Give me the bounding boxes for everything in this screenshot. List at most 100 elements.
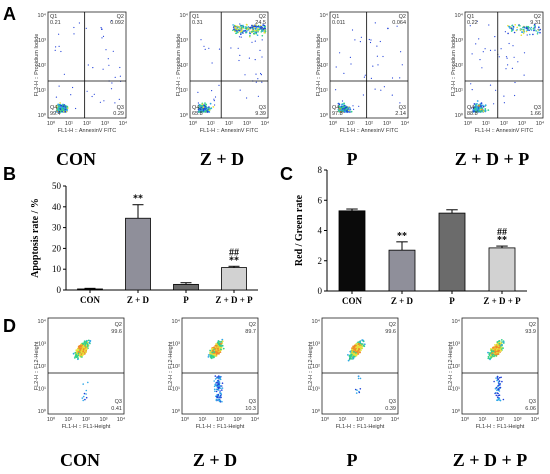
event-dot [263,24,266,27]
event-dot [354,388,357,391]
event-dot [496,396,499,399]
event-dot [213,98,215,100]
y-tick-label: 10³ [180,38,188,44]
event-dot [216,384,219,386]
event-dot [369,41,372,44]
event-dot [391,94,393,96]
event-dot [349,357,352,359]
event-dot [245,23,248,26]
quadrant-q2-label: Q2 [259,14,266,20]
event-dot [356,389,358,392]
event-dot [221,400,223,403]
event-dot [508,27,511,29]
event-dot [215,343,218,345]
x-tick-label: 10⁰ [181,416,190,423]
event-dot [511,24,513,27]
event-dot [208,111,211,113]
event-dot [102,35,105,38]
event-dot [83,392,86,395]
event-dot [353,346,356,349]
event-dot [221,387,224,389]
event-dot [254,25,257,28]
event-dot [471,89,473,91]
event-dot [521,28,523,31]
event-dot [522,32,525,35]
event-dot [244,29,246,32]
event-dot [218,375,220,377]
event-dot [537,29,540,31]
event-dot [221,389,223,391]
y-tick-label: 10³ [38,38,46,44]
event-dot [215,388,218,391]
x-tick-label: 10⁰ [189,120,198,127]
category-label: Z + D + P [215,295,253,305]
quadrant-q2-label: Q2 [249,322,256,328]
event-dot [493,346,495,349]
event-dot [494,392,496,395]
event-dot [511,67,513,69]
x-tick-label: 10⁰ [329,120,338,127]
quadrant-q1-value: 0.011 [332,20,345,26]
quadrant-q3-label: Q3 [389,399,396,405]
event-dot [214,375,217,377]
event-dot [481,104,484,107]
x-tick-label: 10¹ [207,121,215,127]
event-dot [494,36,496,38]
quadrant-q1-label: Q1 [467,14,474,20]
event-dot [476,100,479,102]
event-dot [358,391,361,394]
event-dot [219,390,221,392]
x-axis-label: FL1-H :: AnnexinV FITC [200,128,258,134]
event-dot [239,23,241,25]
event-dot [383,86,385,88]
x-tick-label: 10³ [383,121,391,127]
x-tick-label: 10³ [243,121,251,127]
x-tick-label: 10⁰ [461,416,470,423]
group-label: P [347,149,358,169]
y-tick-label: 10¹ [172,387,180,393]
event-dot [501,380,503,383]
event-dot [497,381,500,383]
event-dot [498,394,501,397]
event-dot [498,344,501,347]
event-dot [75,107,77,110]
event-dot [497,394,500,397]
x-tick-label: 10⁴ [531,416,540,423]
y-axis-label: FL2-H :: FL2-Height [308,341,314,390]
event-dot [261,39,263,41]
event-dot [522,26,524,29]
y-tick-label: 10³ [320,38,328,44]
event-dot [517,61,519,63]
event-dot [86,343,89,346]
event-dot [119,66,121,69]
quadrant-q3-value: 0.41 [111,406,122,412]
event-dot [499,399,501,401]
event-dot [263,28,265,30]
category-label: CON [342,296,363,306]
event-dot [251,41,253,43]
y-tick-label: 10⁰ [38,408,47,415]
event-dot [197,106,200,109]
event-dot [220,342,222,345]
event-dot [239,89,241,91]
event-dot [524,26,526,28]
event-dot [58,109,61,112]
event-dot [217,347,219,350]
event-dot [83,350,86,352]
event-dot [348,106,351,109]
y-tick-label: 10⁰ [180,112,189,119]
y-tick-label: 10⁴ [172,318,181,325]
event-dot [499,348,502,350]
y-tick-label: 10³ [38,342,46,348]
event-dot [342,108,344,110]
event-dot [201,103,204,106]
event-dot [248,57,250,59]
event-dot [527,27,530,29]
x-tick-label: 10³ [514,417,522,423]
event-dot [221,382,224,385]
event-dot [198,103,201,106]
event-dot [476,107,478,109]
